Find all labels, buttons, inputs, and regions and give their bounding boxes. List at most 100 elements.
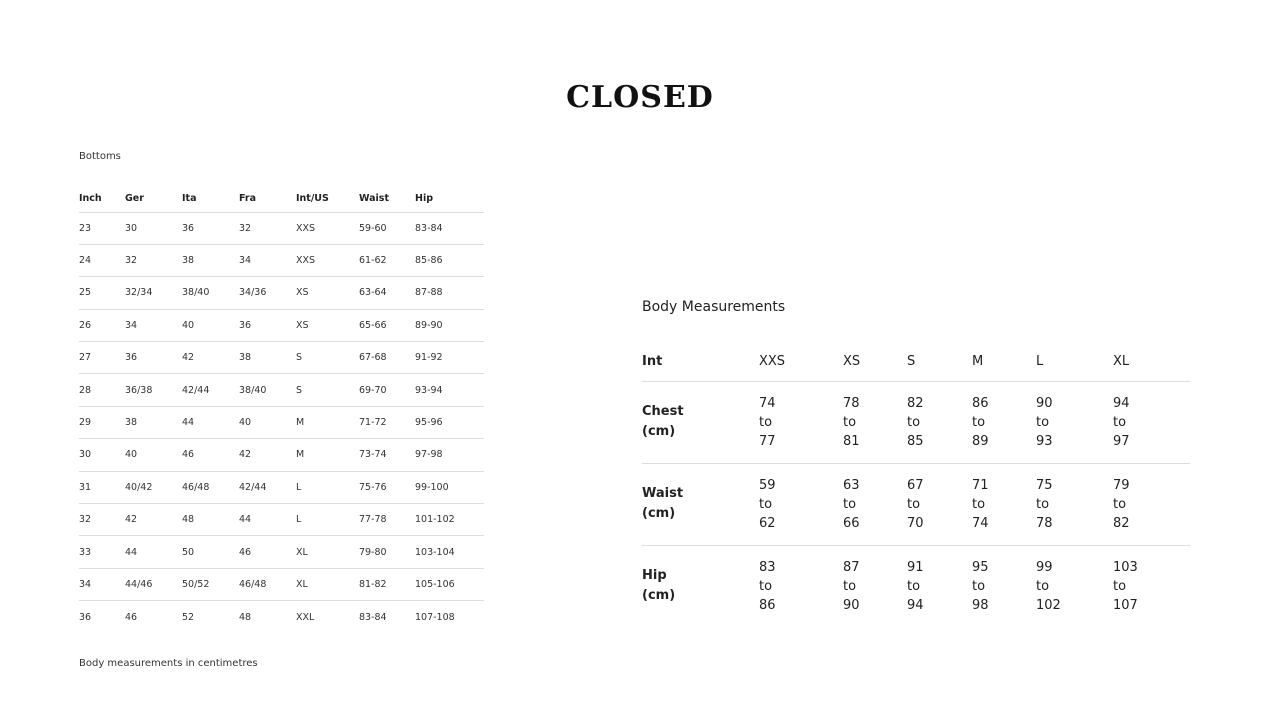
table-cell: 101-102 [415,503,484,537]
cell-line: to [759,414,773,430]
row-label-line: Hip [642,568,667,584]
table-cell: XS [296,309,359,343]
table-cell: XL [296,568,359,602]
table-cell: 29 [79,406,125,440]
table-cell: 81-82 [359,568,415,602]
table-cell: 74 to 77 [759,381,843,464]
table-cell: 42/44 [182,373,239,407]
table-cell: 90 to 93 [1036,381,1113,464]
table-cell: 71-72 [359,406,415,440]
table-cell: XL [296,535,359,569]
table-cell: 33 [79,535,125,569]
table-cell: 32 [125,244,182,278]
cell-line: 107 [1113,597,1138,613]
table-cell: 105-106 [415,568,484,602]
table-cell: 69-70 [359,373,415,407]
cell-line: 63 [843,477,860,493]
cell-line: 86 [759,597,776,613]
cell-line: 99 [1036,559,1053,575]
cell-line: to [843,578,857,594]
cell-line: 74 [759,395,776,411]
table-cell: 44 [239,503,296,537]
table-cell: 95 to 98 [972,545,1036,627]
table-row: Waist (cm) 59 to 62 63 to 66 67 to 70 71 to 74 75 to 78 7… [642,463,1190,546]
table-cell: 36 [182,212,239,245]
column-header: Ita [182,186,239,213]
table-cell: 48 [239,611,252,623]
table-cell: 99-100 [415,471,484,505]
table-cell: 30 [125,212,182,245]
cell-line: 78 [843,395,860,411]
table-cell: 46 [239,535,296,569]
table-cell: 52 [182,611,195,623]
table-cell: 42 [239,438,296,472]
table-cell: 89-90 [415,309,484,343]
column-header: S [907,343,972,382]
table-cell: XXL [296,611,315,623]
table-row: 32 42 48 44 L 77-78 101-102 [79,503,484,537]
table-cell: L [296,503,359,537]
table-cell: 50 [182,535,239,569]
cell-line: 77 [759,433,776,449]
cell-line: to [972,414,986,430]
table-cell: 79-80 [359,535,415,569]
column-header: Hip [415,186,484,213]
row-label: Hip (cm) [642,545,759,627]
table-row: Chest (cm) 74 to 77 78 to 81 82 to 85 86 to 89 90 to 93 9… [642,381,1190,464]
table-cell: 75 to 78 [1036,463,1113,546]
table-cell: S [296,341,359,375]
cell-line: 83 [759,559,776,575]
table-cell: 38 [125,406,182,440]
row-label-line: (cm) [642,424,676,439]
table-cell: 78 to 81 [843,381,907,464]
cell-line: 89 [972,433,989,449]
cell-line: to [972,578,986,594]
table-cell: 83-84 [415,212,484,245]
table-cell: 40/42 [125,471,182,505]
cell-line: 70 [907,515,924,531]
table-cell: 42/44 [239,471,296,505]
table-cell: 40 [239,406,296,440]
table-cell: 59 to 62 [759,463,843,546]
cell-line: 85 [907,433,924,449]
table-row: 36 46 52 48 XXL 83-84 107-108 [79,601,484,633]
table-cell: 38/40 [182,276,239,310]
cell-line: to [759,578,773,594]
brand-logo: CLOSED [566,80,714,115]
table-row: 29 38 44 40 M 71-72 95-96 [79,406,484,440]
cell-line: 91 [907,559,924,575]
table-cell: 63-64 [359,276,415,310]
table-cell: 91 to 94 [907,545,972,627]
table-cell: 40 [182,309,239,343]
cell-line: 81 [843,433,860,449]
body-measurements-title: Body Measurements [642,299,786,315]
row-label-line: Waist [642,486,684,501]
table-row: 24 32 38 34 XXS 61-62 85-86 [79,244,484,278]
bottoms-title: Bottoms [79,151,121,162]
table-cell: 38 [182,244,239,278]
table-cell: 34 [239,244,296,278]
table-cell: 44 [125,535,182,569]
table-cell: 32 [239,212,296,245]
table-cell: 77-78 [359,503,415,537]
table-row: 23 30 36 32 XXS 59-60 83-84 [79,212,484,245]
table-cell: 32 [79,503,125,537]
table-cell: 75-76 [359,471,415,505]
cell-line: 87 [843,559,860,575]
cell-line: 66 [843,515,860,531]
table-row: Hip (cm) 83 to 86 87 to 90 91 to 94 95 to 98 99 to 102 10… [642,545,1190,627]
row-label: Chest (cm) [642,381,759,464]
column-header: XXS [759,343,843,382]
table-cell: 46/48 [239,568,296,602]
table-cell: 34 [79,568,125,602]
measurement-note: Body measurements in centimetres [79,658,258,669]
row-label-line: (cm) [642,588,676,604]
table-cell: 107-108 [415,611,455,623]
table-cell: 95-96 [415,406,484,440]
cell-line: to [972,496,986,512]
cell-line: 62 [759,515,776,531]
row-label-line: Chest [642,404,684,419]
table-cell: XS [296,276,359,310]
cell-line: 102 [1036,597,1061,613]
table-cell: S [296,373,359,407]
